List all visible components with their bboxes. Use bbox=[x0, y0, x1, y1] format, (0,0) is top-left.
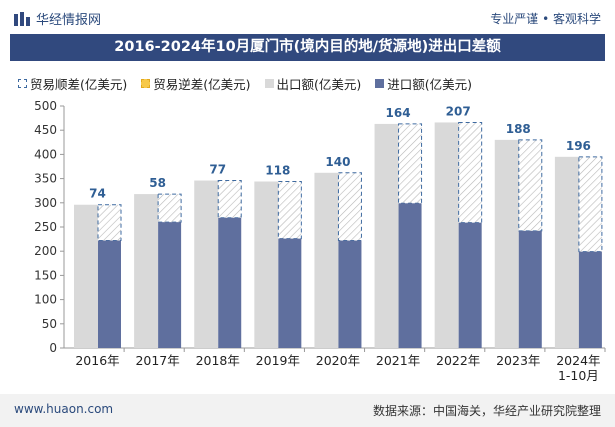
chart-title: 2016-2024年10月厦门市(境内目的地/货源地)进出口差额 bbox=[10, 34, 605, 61]
legend-swatch bbox=[18, 79, 27, 88]
bar-import bbox=[458, 222, 482, 348]
y-tick-label: 400 bbox=[34, 147, 57, 161]
y-tick-label: 200 bbox=[34, 244, 57, 258]
bar-import bbox=[278, 238, 302, 348]
legend-label: 贸易逆差(亿美元) bbox=[153, 77, 251, 92]
bar-export bbox=[554, 156, 579, 348]
bar-export bbox=[314, 172, 339, 348]
data-label: 118 bbox=[265, 164, 290, 178]
bar-import bbox=[518, 230, 542, 348]
bar-import bbox=[338, 240, 362, 348]
data-label: 164 bbox=[386, 106, 411, 120]
footer: www.huaon.com 数据来源：中国海关，华经产业研究院整理 bbox=[0, 394, 615, 427]
x-tick-label: 2024年 bbox=[556, 353, 600, 368]
data-label: 188 bbox=[506, 122, 531, 136]
x-tick-label: 2018年 bbox=[196, 353, 240, 368]
bar-import bbox=[218, 217, 242, 348]
bar-import bbox=[578, 251, 602, 348]
brand-name: 华经情报网 bbox=[36, 13, 102, 28]
data-label: 140 bbox=[325, 155, 350, 169]
legend-item: 贸易逆差(亿美元) bbox=[141, 74, 251, 93]
y-tick-label: 50 bbox=[42, 317, 57, 331]
legend-item: 进口额(亿美元) bbox=[375, 74, 472, 93]
legend-swatch bbox=[141, 79, 151, 88]
bar-surplus bbox=[97, 204, 122, 242]
bar-export bbox=[434, 122, 459, 349]
bar-export bbox=[74, 204, 98, 348]
site-url: www.huaon.com bbox=[14, 402, 114, 416]
bar-export bbox=[254, 181, 279, 348]
x-tick-label: 2022年 bbox=[436, 353, 480, 368]
data-label: 207 bbox=[446, 104, 471, 118]
data-label: 58 bbox=[149, 176, 166, 190]
x-tick-label: 2020年 bbox=[316, 353, 360, 368]
top-bar: 华经情报网 专业严谨 • 客观科学 bbox=[0, 0, 615, 34]
bar-surplus bbox=[518, 139, 543, 232]
bar-surplus bbox=[458, 121, 483, 224]
bar-export bbox=[374, 123, 399, 349]
legend-label: 出口额(亿美元) bbox=[276, 77, 362, 92]
y-tick-label: 100 bbox=[34, 293, 57, 307]
y-tick-label: 350 bbox=[34, 172, 57, 186]
bar-surplus bbox=[277, 181, 302, 240]
x-tick-label: 2016年 bbox=[75, 353, 119, 368]
bar-export bbox=[134, 194, 159, 348]
data-label: 196 bbox=[566, 139, 591, 153]
bar-surplus bbox=[157, 193, 182, 223]
chart: 0 50 100 150 200 250 300 350 400 450 500 74 2016年 58 2… bbox=[34, 99, 606, 383]
bar-export bbox=[494, 139, 519, 348]
x-tick-label: 2023年 bbox=[496, 353, 540, 368]
data-label: 74 bbox=[89, 187, 106, 201]
bar-import bbox=[98, 240, 121, 348]
y-tick-label: 0 bbox=[49, 341, 57, 355]
y-tick-label: 500 bbox=[34, 99, 57, 113]
data-label: 77 bbox=[209, 163, 226, 177]
legend-swatch bbox=[264, 79, 274, 88]
bar-surplus bbox=[217, 180, 242, 219]
bar-surplus bbox=[337, 172, 362, 242]
x-tick-label: 2017年 bbox=[135, 353, 179, 368]
y-tick-label: 250 bbox=[34, 220, 57, 234]
data-source: 数据来源：中国海关，华经产业研究院整理 bbox=[372, 404, 601, 418]
legend-swatch bbox=[375, 79, 385, 88]
legend: 贸易顺差(亿美元) 贸易逆差(亿美元) 出口额(亿美元) 进口额(亿美元) bbox=[18, 74, 613, 93]
logo-icon bbox=[14, 11, 30, 26]
slogan: 专业严谨 • 客观科学 bbox=[490, 12, 601, 26]
legend-label: 贸易顺差(亿美元) bbox=[30, 77, 128, 92]
legend-label: 进口额(亿美元) bbox=[387, 77, 473, 92]
x-tick-label: 1-10月 bbox=[558, 368, 599, 383]
bar-surplus bbox=[398, 123, 423, 204]
legend-item: 出口额(亿美元) bbox=[264, 74, 362, 93]
legend-item: 贸易顺差(亿美元) bbox=[18, 74, 127, 93]
y-tick-label: 450 bbox=[34, 123, 57, 137]
y-tick-label: 150 bbox=[34, 268, 57, 282]
x-tick-label: 2019年 bbox=[256, 353, 300, 368]
bar-export bbox=[194, 180, 219, 348]
bar-import bbox=[158, 222, 182, 348]
x-tick-label: 2021年 bbox=[376, 353, 420, 368]
brand: 华经情报网 bbox=[14, 9, 101, 28]
bar-surplus bbox=[578, 156, 603, 253]
bar-import bbox=[398, 203, 422, 348]
y-tick-label: 300 bbox=[34, 196, 57, 210]
